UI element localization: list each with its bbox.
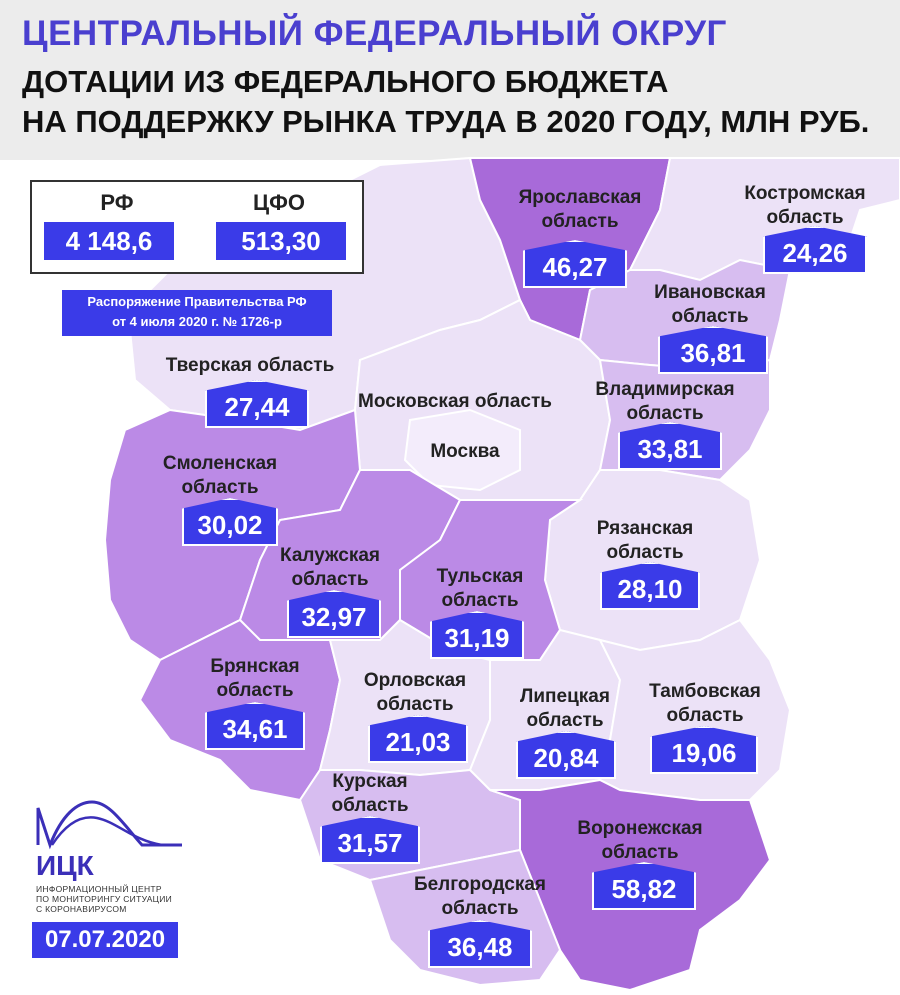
region-name: Орловская: [363, 670, 467, 691]
label-kostroma: Костромская область: [740, 182, 870, 230]
region-name-suffix: область: [376, 694, 454, 715]
region-name-suffix: область: [331, 795, 409, 816]
value-vladimir: 33,81: [618, 422, 722, 470]
logo-abbr: ИЦК: [36, 850, 94, 881]
region-name-suffix: область: [441, 898, 519, 919]
region-name-suffix: область: [526, 710, 604, 731]
logo-subtitle: ИНФОРМАЦИОННЫЙ ЦЕНТР ПО МОНИТОРИНГУ СИТУ…: [36, 884, 196, 914]
region-name: Московская область: [358, 391, 552, 412]
value-ivanovo: 36,81: [658, 326, 768, 374]
label-lipetsk: Липецкая область: [505, 685, 625, 733]
label-moscow-oblast: Московская область: [355, 390, 555, 414]
region-name: Владимирская: [595, 379, 735, 400]
region-name: Калужская: [280, 545, 380, 566]
value-ryazan: 28,10: [600, 562, 700, 610]
region-name-suffix: область: [291, 569, 369, 590]
label-vladimir: Владимирская область: [590, 378, 740, 426]
region-name: Костромская: [744, 183, 866, 204]
region-name-suffix: область: [601, 842, 679, 863]
ick-logo-icon: [36, 800, 182, 850]
subtitle-line-2: НА ПОДДЕРЖКУ РЫНКА ТРУДА В 2020 ГОДУ, МЛ…: [22, 104, 870, 139]
region-name: Белгородская: [413, 874, 547, 895]
value-tver: 27,44: [205, 380, 309, 428]
label-tula: Тульская область: [420, 565, 540, 613]
region-name-suffix: область: [441, 590, 519, 611]
region-moscow[interactable]: [403, 408, 521, 492]
value-yaroslavl: 46,27: [523, 240, 627, 288]
region-name: Рязанская: [596, 518, 694, 539]
cfo-value: 513,30: [216, 222, 346, 260]
value-smolensk: 30,02: [182, 498, 278, 546]
region-name: Тульская: [436, 566, 524, 587]
rf-value: 4 148,6: [44, 222, 174, 260]
value-tula: 31,19: [430, 611, 524, 659]
region-name-suffix: область: [666, 705, 744, 726]
region-name: Воронежская: [577, 818, 703, 839]
value-kaluga: 32,97: [287, 590, 381, 638]
region-name: Москва: [430, 441, 500, 462]
region-name-suffix: область: [626, 403, 704, 424]
label-yaroslavl: Ярославская область: [500, 186, 660, 234]
region-name: Липецкая: [520, 686, 610, 707]
label-ivanovo: Ивановская область: [640, 281, 780, 329]
region-name: Курская: [332, 771, 408, 792]
region-name-suffix: область: [671, 306, 749, 327]
region-name: Ярославская: [518, 187, 642, 208]
rf-label: РФ: [100, 190, 134, 215]
subtitle-line-1: ДОТАЦИИ ИЗ ФЕДЕРАЛЬНОГО БЮДЖЕТА: [22, 64, 669, 99]
value-belgorod: 36,48: [428, 920, 532, 968]
region-name: Тверская область: [165, 355, 335, 376]
label-belgorod: Белгородская область: [405, 873, 555, 921]
region-name-suffix: область: [541, 211, 619, 232]
region-name-suffix: область: [181, 477, 259, 498]
page-subtitle: ДОТАЦИИ ИЗ ФЕДЕРАЛЬНОГО БЮДЖЕТА НА ПОДДЕ…: [22, 62, 869, 142]
cfo-label: ЦФО: [253, 190, 305, 215]
label-ryazan: Рязанская область: [580, 517, 710, 565]
region-name: Брянская: [210, 656, 300, 677]
logo-sub-line: С КОРОНАВИРУСОМ: [36, 904, 127, 914]
label-moscow: Москва: [420, 440, 510, 464]
value-kostroma: 24,26: [763, 226, 867, 274]
decree-line-1: Распоряжение Правительства РФ: [87, 294, 307, 309]
value-voronezh: 58,82: [592, 862, 696, 910]
region-name-suffix: область: [216, 680, 294, 701]
label-orel: Орловская область: [350, 669, 480, 717]
value-tambov: 19,06: [650, 726, 758, 774]
label-smolensk: Смоленская область: [150, 452, 290, 500]
decree-note: Распоряжение Правительства РФ от 4 июля …: [62, 290, 332, 336]
region-name: Смоленская: [162, 453, 278, 474]
label-kaluga: Калужская область: [265, 544, 395, 592]
label-tambov: Тамбовская область: [635, 680, 775, 728]
label-voronezh: Воронежская область: [570, 817, 710, 865]
region-name: Тамбовская: [649, 681, 761, 702]
label-bryansk: Брянская область: [195, 655, 315, 703]
date-badge: 07.07.2020: [32, 922, 178, 958]
header: ЦЕНТРАЛЬНЫЙ ФЕДЕРАЛЬНЫЙ ОКРУГ ДОТАЦИИ ИЗ…: [0, 0, 900, 160]
logo-sub-line: ПО МОНИТОРИНГУ СИТУАЦИИ: [36, 894, 173, 904]
value-lipetsk: 20,84: [516, 731, 616, 779]
label-kursk: Курская область: [315, 770, 425, 818]
page-title: ЦЕНТРАЛЬНЫЙ ФЕДЕРАЛЬНЫЙ ОКРУГ: [22, 14, 727, 53]
label-tver: Тверская область: [165, 354, 335, 378]
value-bryansk: 34,61: [205, 702, 305, 750]
region-name-suffix: область: [606, 542, 684, 563]
logo-sub-line: ИНФОРМАЦИОННЫЙ ЦЕНТР: [36, 884, 162, 894]
decree-line-2: от 4 июля 2020 г. № 1726-р: [112, 314, 282, 329]
region-name-suffix: область: [766, 207, 844, 228]
value-kursk: 31,57: [320, 816, 420, 864]
totals-box: РФ ЦФО 4 148,6 513,30: [30, 180, 364, 274]
value-orel: 21,03: [368, 715, 468, 763]
region-name: Ивановская: [654, 282, 766, 303]
